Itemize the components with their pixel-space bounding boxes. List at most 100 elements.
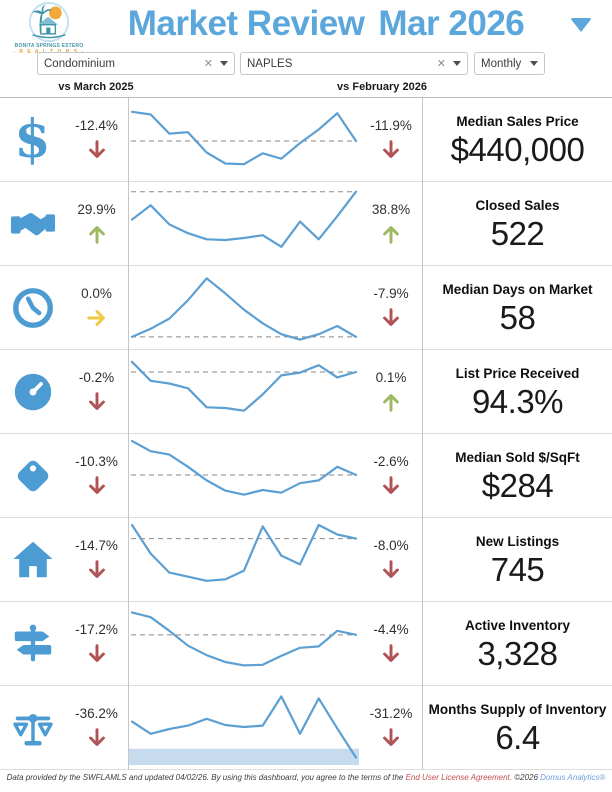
mom-change-value: -7.9% — [373, 286, 409, 301]
yoy-change: -10.3% — [65, 434, 128, 518]
trend-arrow-icon — [88, 140, 105, 158]
sparkline-chart — [130, 190, 358, 248]
trend-arrow-icon — [88, 560, 105, 578]
mom-change: 0.1% — [360, 350, 422, 434]
sparkline-cell — [128, 98, 360, 182]
sparkline-cell — [128, 266, 360, 350]
sparkline-cell — [128, 518, 360, 602]
signpost-icon — [0, 602, 65, 686]
sparkline-chart — [129, 695, 359, 765]
mom-change: -4.4% — [360, 602, 422, 686]
mom-change: 38.8% — [360, 182, 422, 266]
scales-icon — [0, 686, 65, 770]
metric-value: 3,328 — [477, 634, 558, 672]
metric-rows: $ -12.4% -11.9% Median Sales Price $440,… — [0, 97, 612, 770]
trend-arrow-icon — [86, 310, 105, 326]
column-labels: vs March 2025 vs February 2026 — [0, 80, 612, 97]
clear-filter-icon[interactable]: ✕ — [203, 58, 213, 70]
metric-value: 522 — [490, 214, 545, 252]
sparkline-cell — [128, 434, 360, 518]
yoy-change-value: 0.0% — [81, 286, 112, 301]
trend-arrow-icon — [383, 226, 399, 244]
mom-change: -8.0% — [360, 518, 422, 602]
period-filter[interactable]: Monthly — [474, 52, 545, 75]
metric-label: Median Sold $/SqFt — [455, 449, 580, 465]
yoy-change: 0.0% — [65, 266, 128, 350]
chevron-down-icon[interactable] — [530, 61, 538, 66]
mom-change-value: 38.8% — [371, 202, 411, 217]
footer-copyright: ©2026 — [512, 773, 541, 782]
footer-text: Data provided by the SWFLAMLS and update… — [6, 773, 406, 782]
period-filter-value: Monthly — [481, 57, 522, 70]
mom-change: -11.9% — [360, 98, 422, 182]
yoy-change-value: -10.3% — [75, 454, 118, 469]
trend-arrow-icon — [383, 308, 399, 326]
yoy-change-value: -14.7% — [75, 538, 118, 553]
metric-summary: Median Sold $/SqFt $284 — [422, 434, 612, 518]
yoy-change-value: -12.4% — [75, 118, 118, 133]
yoy-change: -12.4% — [65, 98, 128, 182]
sparkline-chart — [130, 360, 358, 412]
metric-row-list-price-received: -0.2% 0.1% List Price Received 94.3% — [0, 350, 612, 434]
trend-arrow-icon — [383, 394, 399, 412]
logo-org-name: BONITA SPRINGS ESTERO — [14, 43, 84, 49]
metric-summary: Median Days on Market 58 — [422, 266, 612, 350]
sparkline-chart — [130, 611, 358, 667]
metric-row-months-supply-of-inventory: -36.2% -31.2% Months Supply of Inventory… — [0, 686, 612, 770]
mom-change: -2.6% — [360, 434, 422, 518]
eula-link[interactable]: End User License Agreement. — [405, 773, 513, 782]
mom-change: -7.9% — [360, 266, 422, 350]
mom-change-value: -4.4% — [373, 622, 409, 637]
title-dropdown-caret-icon[interactable] — [570, 18, 592, 32]
sparkline-cell — [128, 602, 360, 686]
metric-row-new-listings: -14.7% -8.0% New Listings 745 — [0, 518, 612, 602]
metric-label: Closed Sales — [475, 197, 560, 213]
page-title: Market Review Mar 2026 — [90, 4, 562, 44]
metric-value: $440,000 — [450, 130, 585, 168]
yoy-change: -0.2% — [65, 350, 128, 434]
dollar-icon: $ — [14, 109, 51, 170]
property-type-filter[interactable]: Condominium ✕ — [37, 52, 235, 75]
mom-column-label: vs February 2026 — [337, 81, 427, 93]
association-logo: BONITA SPRINGS ESTERO - R E A L T O R S … — [10, 2, 88, 55]
metric-row-closed-sales: 29.9% 38.8% Closed Sales 522 — [0, 182, 612, 266]
metric-label: List Price Received — [455, 365, 580, 381]
chevron-down-icon[interactable] — [453, 61, 461, 66]
logo-icon — [28, 2, 70, 43]
metric-value: 745 — [490, 550, 545, 588]
metric-row-median-days-on-market: 0.0% -7.9% Median Days on Market 58 — [0, 266, 612, 350]
clear-filter-icon[interactable]: ✕ — [436, 58, 446, 70]
trend-arrow-icon — [383, 560, 399, 578]
handshake-icon — [0, 182, 65, 266]
sparkline-cell — [128, 686, 360, 770]
mom-change-value: 0.1% — [375, 370, 407, 385]
mom-change-value: -8.0% — [373, 538, 409, 553]
yoy-change-value: -36.2% — [75, 706, 118, 721]
mom-change-value: -2.6% — [373, 454, 409, 469]
metric-row-median-sales-price: $ -12.4% -11.9% Median Sales Price $440,… — [0, 98, 612, 182]
sparkline-cell — [128, 350, 360, 434]
trend-arrow-icon — [383, 140, 399, 158]
gauge-icon — [0, 350, 65, 434]
yoy-change: -36.2% — [65, 686, 128, 770]
brand-link[interactable]: Domus Analytics® — [540, 773, 606, 782]
metric-summary: Months Supply of Inventory 6.4 — [422, 686, 612, 770]
page-title-text: Market Review — [127, 4, 365, 43]
trend-arrow-icon — [88, 226, 105, 244]
mom-change-value: -31.2% — [369, 706, 413, 721]
price-tag-icon — [0, 434, 65, 518]
sparkline-chart — [130, 523, 358, 582]
metric-label: New Listings — [475, 533, 560, 549]
yoy-change: -14.7% — [65, 518, 128, 602]
metric-value: $284 — [481, 466, 554, 504]
metric-summary: List Price Received 94.3% — [422, 350, 612, 434]
city-filter[interactable]: NAPLES ✕ — [240, 52, 468, 75]
trend-arrow-icon — [383, 476, 399, 494]
metric-value: 58 — [499, 298, 536, 336]
trend-arrow-icon — [383, 644, 399, 662]
metric-summary: Median Sales Price $440,000 — [422, 98, 612, 182]
sparkline-chart — [130, 439, 358, 496]
trend-arrow-icon — [383, 728, 399, 746]
chevron-down-icon[interactable] — [220, 61, 228, 66]
clock-icon — [0, 266, 65, 350]
